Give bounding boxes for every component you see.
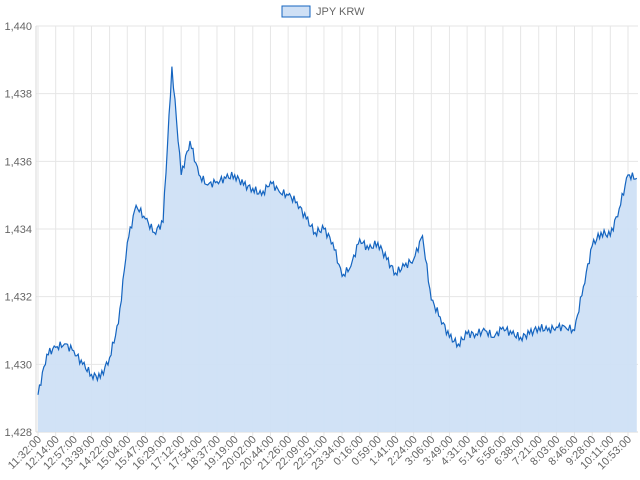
legend[interactable]: JPY KRW [281, 5, 365, 18]
y-tick-label: 1,432 [4, 292, 32, 304]
y-tick-label: 1,428 [4, 427, 32, 439]
y-axis-ticks: 1,428 1,430 1,432 1,434 1,436 1,438 1,440 [4, 21, 32, 439]
legend-swatch [281, 5, 311, 18]
y-tick-label: 1,436 [4, 156, 32, 168]
y-tick-label: 1,440 [4, 21, 32, 33]
y-tick-label: 1,438 [4, 89, 32, 101]
series-line-jpy-krw [37, 66, 638, 395]
series-area-jpy-krw [38, 66, 637, 432]
x-axis-ticks: 11:32:0012:14:0012:57:0013:39:0014:22:00… [6, 434, 634, 473]
legend-label: JPY KRW [316, 6, 365, 18]
y-tick-label: 1,430 [4, 359, 32, 371]
y-tick-label: 1,434 [4, 224, 32, 236]
